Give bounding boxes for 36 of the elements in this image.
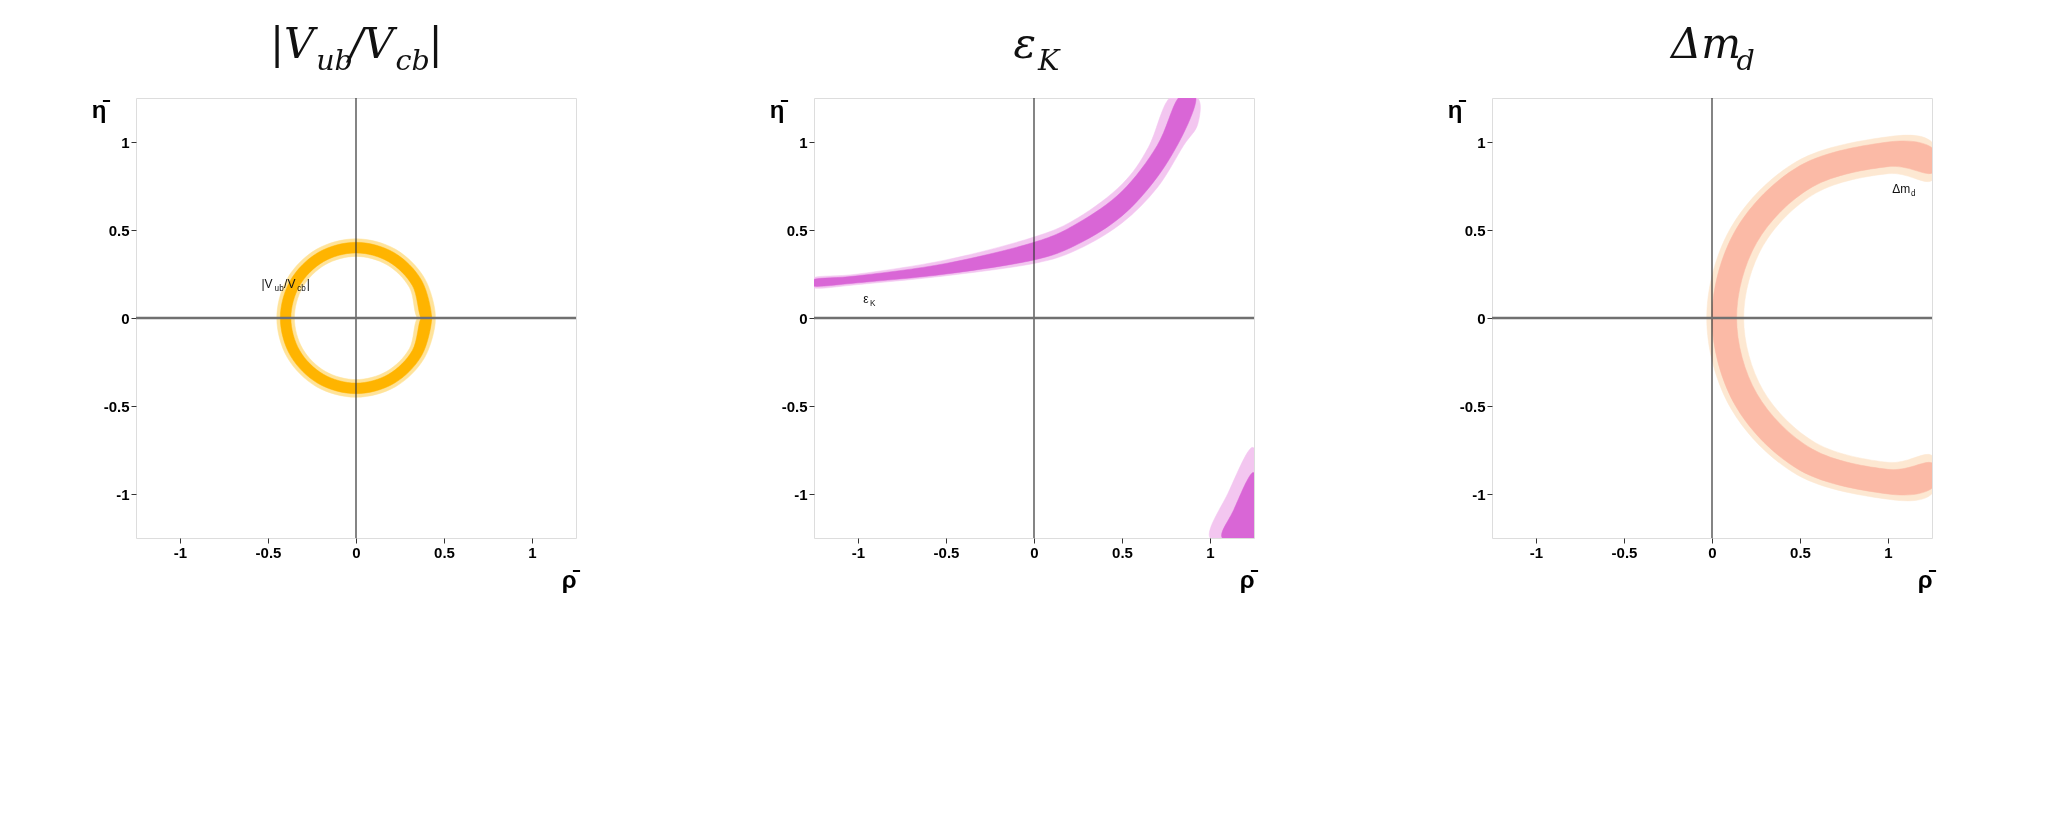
y-tick-label: -0.5 bbox=[103, 397, 130, 415]
y-tick-label: -0.5 bbox=[1459, 397, 1486, 415]
x-tick-label: 1 bbox=[528, 543, 537, 561]
x-tick-label: -0.5 bbox=[1611, 543, 1638, 561]
y-tick-label: 1 bbox=[799, 133, 808, 151]
x-tick-label: 0.5 bbox=[1790, 543, 1811, 561]
y-tick-label: -1 bbox=[1472, 485, 1486, 503]
y-tick-label: 0.5 bbox=[1464, 221, 1486, 239]
x-tick-label: -1 bbox=[851, 543, 866, 561]
y-tick-label: 0.5 bbox=[786, 221, 808, 239]
y-axis-title: η̄ bbox=[91, 95, 111, 123]
x-tick-label: 0.5 bbox=[434, 543, 455, 561]
y-tick-label: -0.5 bbox=[781, 397, 808, 415]
y-tick-label: 1 bbox=[121, 133, 130, 151]
y-axis-title: η̄ bbox=[769, 95, 789, 123]
x-tick-label: -0.5 bbox=[255, 543, 282, 561]
x-tick-label: 1 bbox=[1206, 543, 1215, 561]
x-tick-label: -0.5 bbox=[933, 543, 960, 561]
x-axis-title: ρ̄ bbox=[1239, 565, 1259, 593]
x-tick-label: 1 bbox=[1884, 543, 1893, 561]
y-tick-label: -1 bbox=[116, 485, 130, 503]
y-axis-title: η̄ bbox=[1447, 95, 1467, 123]
x-tick-label: 0 bbox=[1708, 543, 1717, 561]
x-axis-title: ρ̄ bbox=[561, 565, 581, 593]
y-tick-label: 0 bbox=[799, 309, 808, 327]
y-tick-label: 0 bbox=[1477, 309, 1486, 327]
x-tick-label: -1 bbox=[1529, 543, 1544, 561]
y-tick-label: 0.5 bbox=[108, 221, 130, 239]
y-tick-label: 1 bbox=[1477, 133, 1486, 151]
y-tick-label: -1 bbox=[794, 485, 808, 503]
x-tick-label: -1 bbox=[173, 543, 188, 561]
x-axis-title: ρ̄ bbox=[1917, 565, 1937, 593]
y-tick-label: 0 bbox=[121, 309, 130, 327]
x-tick-label: 0 bbox=[1030, 543, 1039, 561]
x-tick-label: 0 bbox=[352, 543, 361, 561]
x-tick-label: 0.5 bbox=[1112, 543, 1133, 561]
